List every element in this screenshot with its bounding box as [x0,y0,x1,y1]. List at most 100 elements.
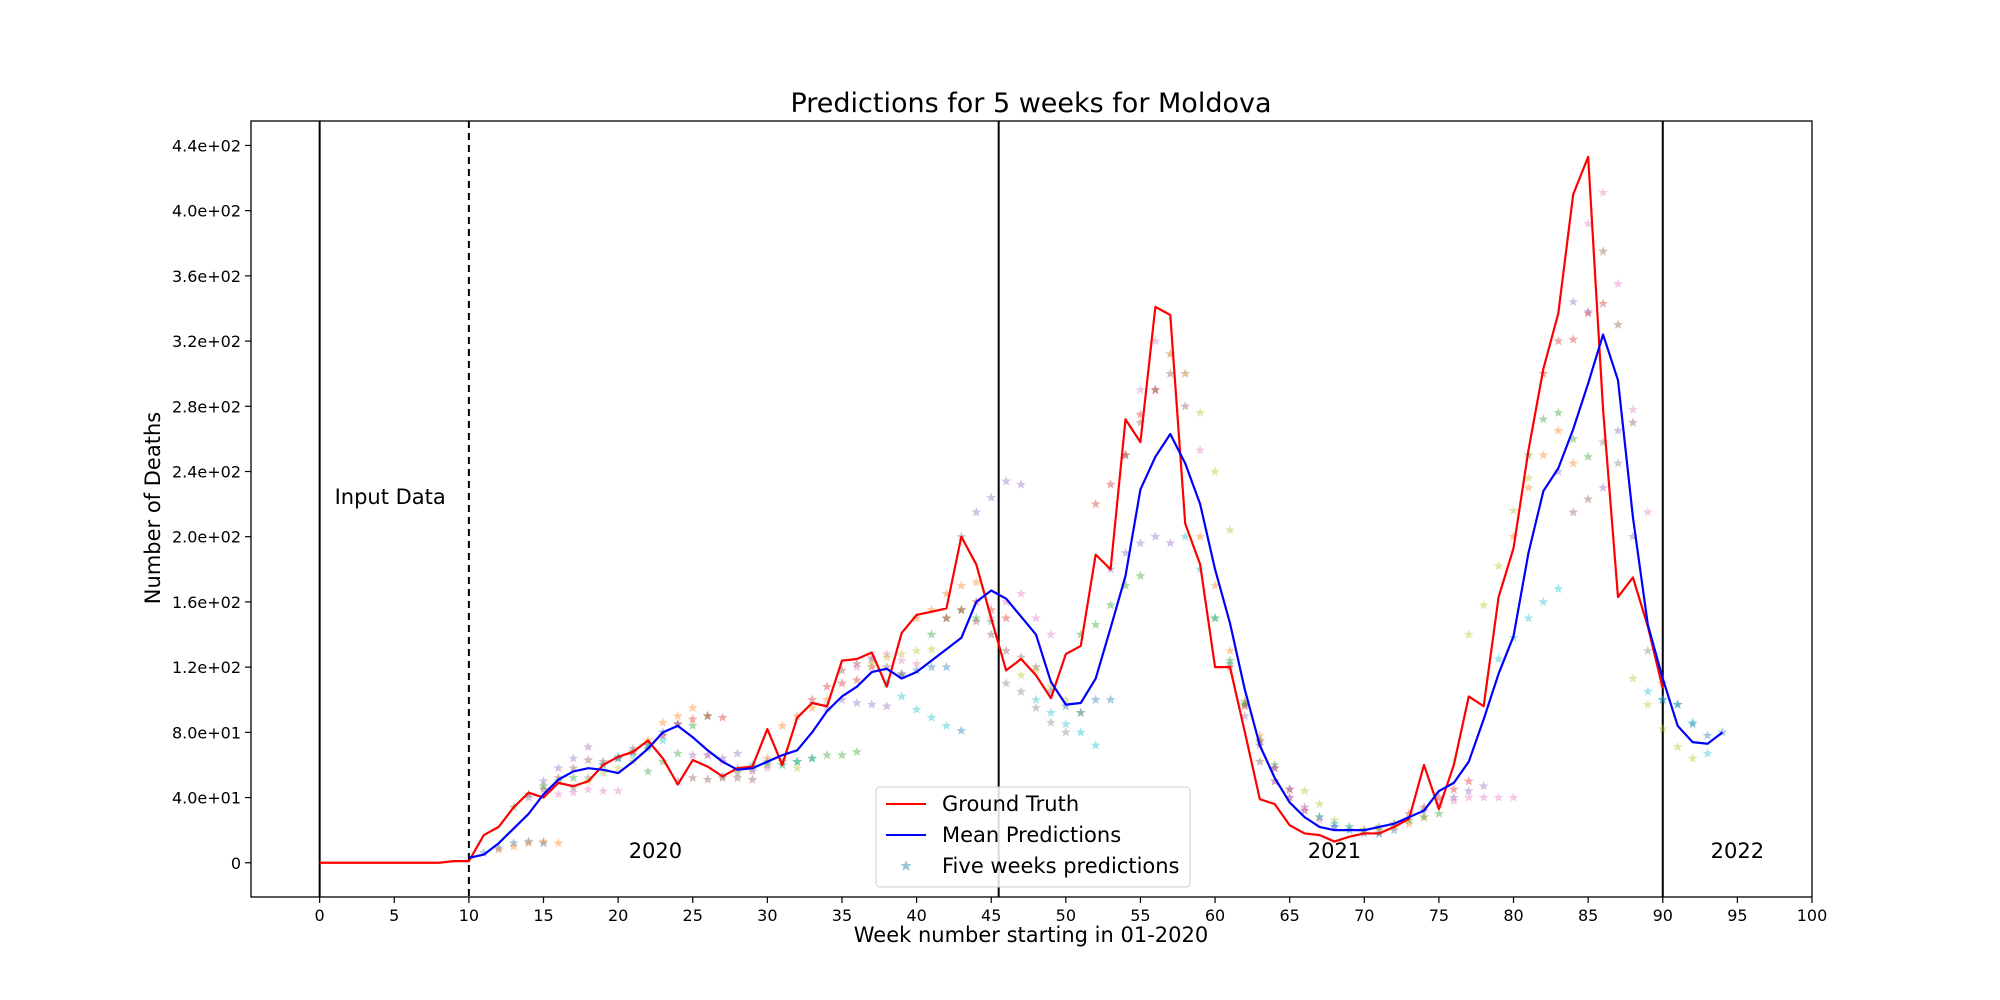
prediction-point [1314,811,1325,822]
prediction-point [1075,707,1086,717]
prediction-point [1165,348,1176,359]
prediction-point [1135,417,1146,427]
prediction-point [1135,570,1146,581]
prediction-point [941,588,952,598]
ground-truth-line [319,155,1664,864]
prediction-point [1120,580,1131,590]
prediction-point [717,772,728,783]
prediction-point [1598,246,1609,256]
prediction-point [822,681,832,691]
prediction-point [1105,479,1116,489]
prediction-point [1180,531,1191,541]
prediction-point [1329,821,1340,832]
prediction-point [1389,824,1400,835]
prediction-point [1433,798,1444,809]
prediction-point [1210,613,1220,623]
prediction-point [1553,466,1564,476]
prediction-point [1568,507,1579,517]
prediction-point [1210,613,1220,623]
prediction-point [538,836,549,846]
prediction-point [1523,613,1534,623]
y-tick-label: 0 [231,854,241,873]
prediction-point [1254,730,1265,740]
mean-predictions-line [468,333,1724,859]
x-axis-label: Week number starting in 01-2020 [854,923,1208,947]
prediction-point [1642,699,1653,709]
prediction-point [1210,466,1220,476]
prediction-point [881,648,892,659]
prediction-point [986,629,997,639]
prediction-point [508,838,519,848]
y-tick-label: 3.2e+02 [172,332,241,351]
prediction-point [1120,547,1131,558]
prediction-point [1657,694,1668,704]
prediction-point [1657,678,1668,688]
prediction-point [911,613,922,623]
prediction-point [851,697,862,708]
prediction-point [583,772,594,783]
prediction-point [508,841,519,851]
annotation-2022: 2022 [1711,839,1764,863]
prediction-point [1239,701,1250,711]
prediction-point [881,652,892,662]
prediction-point [1001,596,1012,607]
y-axis-label: Number of Deaths [141,412,165,604]
prediction-point [926,661,937,672]
prediction-point [732,748,743,758]
prediction-point [896,670,907,680]
prediction-point [1299,805,1310,815]
prediction-point [1657,723,1668,734]
prediction-point [1045,629,1056,639]
prediction-point [866,661,877,672]
prediction-point [702,774,713,784]
prediction-point [1568,334,1579,344]
prediction-point [1016,479,1026,489]
prediction-point [1687,718,1698,729]
prediction-point [523,838,534,848]
prediction-point [732,767,743,778]
prediction-point [1672,741,1683,752]
prediction-point [1553,583,1564,594]
prediction-point [822,694,832,704]
prediction-point [1225,655,1235,665]
prediction-point [643,740,653,750]
y-tick-label: 8.0e+01 [172,723,241,742]
prediction-point [687,749,698,760]
x-axis-ticks: 0 5 10 15 20 25 30 35 40 45 50 55 60 65 70 75 80 85 90 95 10… [315,897,1827,925]
prediction-point [926,644,937,654]
legend-label-five-weeks-predictions: Five weeks predictions [942,854,1180,878]
prediction-point [1090,619,1101,629]
prediction-point [1284,792,1295,802]
prediction-point [896,668,907,678]
prediction-point [538,776,549,786]
prediction-point [866,699,877,709]
prediction-point [702,749,713,760]
prediction-point [1060,701,1071,711]
prediction-point [1672,699,1683,709]
prediction-point [1165,368,1176,378]
prediction-point [672,776,683,786]
prediction-point [1478,780,1489,791]
x-tick-label: 0 [315,906,325,925]
prediction-point [1448,792,1459,802]
prediction-point [1583,306,1594,316]
prediction-point [851,658,862,669]
prediction-point [657,735,668,745]
x-tick-label: 75 [1429,906,1449,925]
prediction-point [1135,384,1146,395]
y-tick-label: 1.2e+02 [172,658,241,677]
prediction-point [1150,384,1161,395]
prediction-point [568,782,579,792]
prediction-point [956,604,967,615]
prediction-point [762,753,773,763]
prediction-point [1448,795,1459,806]
prediction-point [1538,450,1549,460]
prediction-point [1284,792,1295,802]
prediction-point [1001,613,1012,623]
prediction-point [1463,785,1474,796]
prediction-point [837,694,847,704]
prediction-point [792,710,803,721]
prediction-point [1493,792,1504,802]
prediction-point [1225,658,1235,669]
prediction-point [792,756,803,766]
